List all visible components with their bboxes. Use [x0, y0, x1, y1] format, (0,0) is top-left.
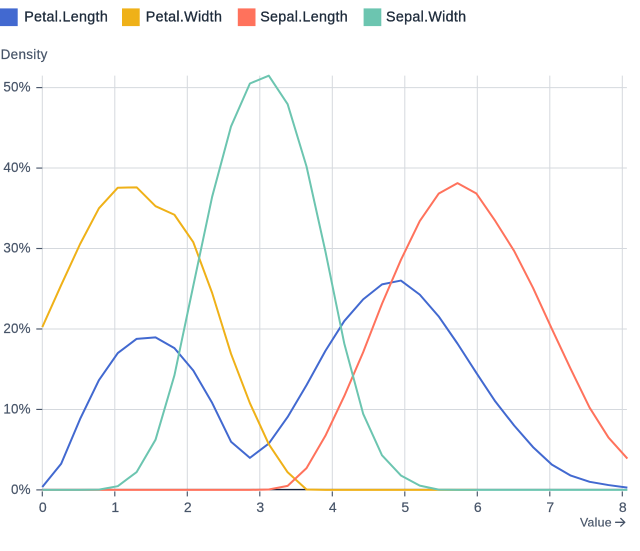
- svg-text:8: 8: [619, 499, 627, 515]
- svg-text:30%: 30%: [3, 241, 30, 256]
- svg-text:20%: 20%: [3, 321, 30, 336]
- svg-text:0%: 0%: [11, 482, 31, 497]
- svg-text:7: 7: [546, 499, 554, 515]
- svg-text:6: 6: [474, 499, 482, 515]
- svg-text:50%: 50%: [3, 80, 30, 95]
- svg-text:Sepal.Length: Sepal.Length: [260, 9, 348, 25]
- svg-text:Petal.Width: Petal.Width: [146, 9, 222, 25]
- svg-text:10%: 10%: [3, 402, 30, 417]
- svg-text:Petal.Length: Petal.Length: [24, 9, 108, 25]
- svg-text:3: 3: [256, 499, 264, 515]
- svg-text:Density: Density: [1, 47, 48, 62]
- svg-text:4: 4: [329, 499, 337, 515]
- svg-text:1: 1: [111, 499, 119, 515]
- svg-text:Sepal.Width: Sepal.Width: [386, 9, 466, 25]
- svg-text:5: 5: [401, 499, 409, 515]
- svg-text:40%: 40%: [3, 160, 30, 175]
- svg-text:2: 2: [184, 499, 192, 515]
- svg-text:Value: Value: [580, 516, 612, 530]
- svg-text:0: 0: [39, 499, 47, 515]
